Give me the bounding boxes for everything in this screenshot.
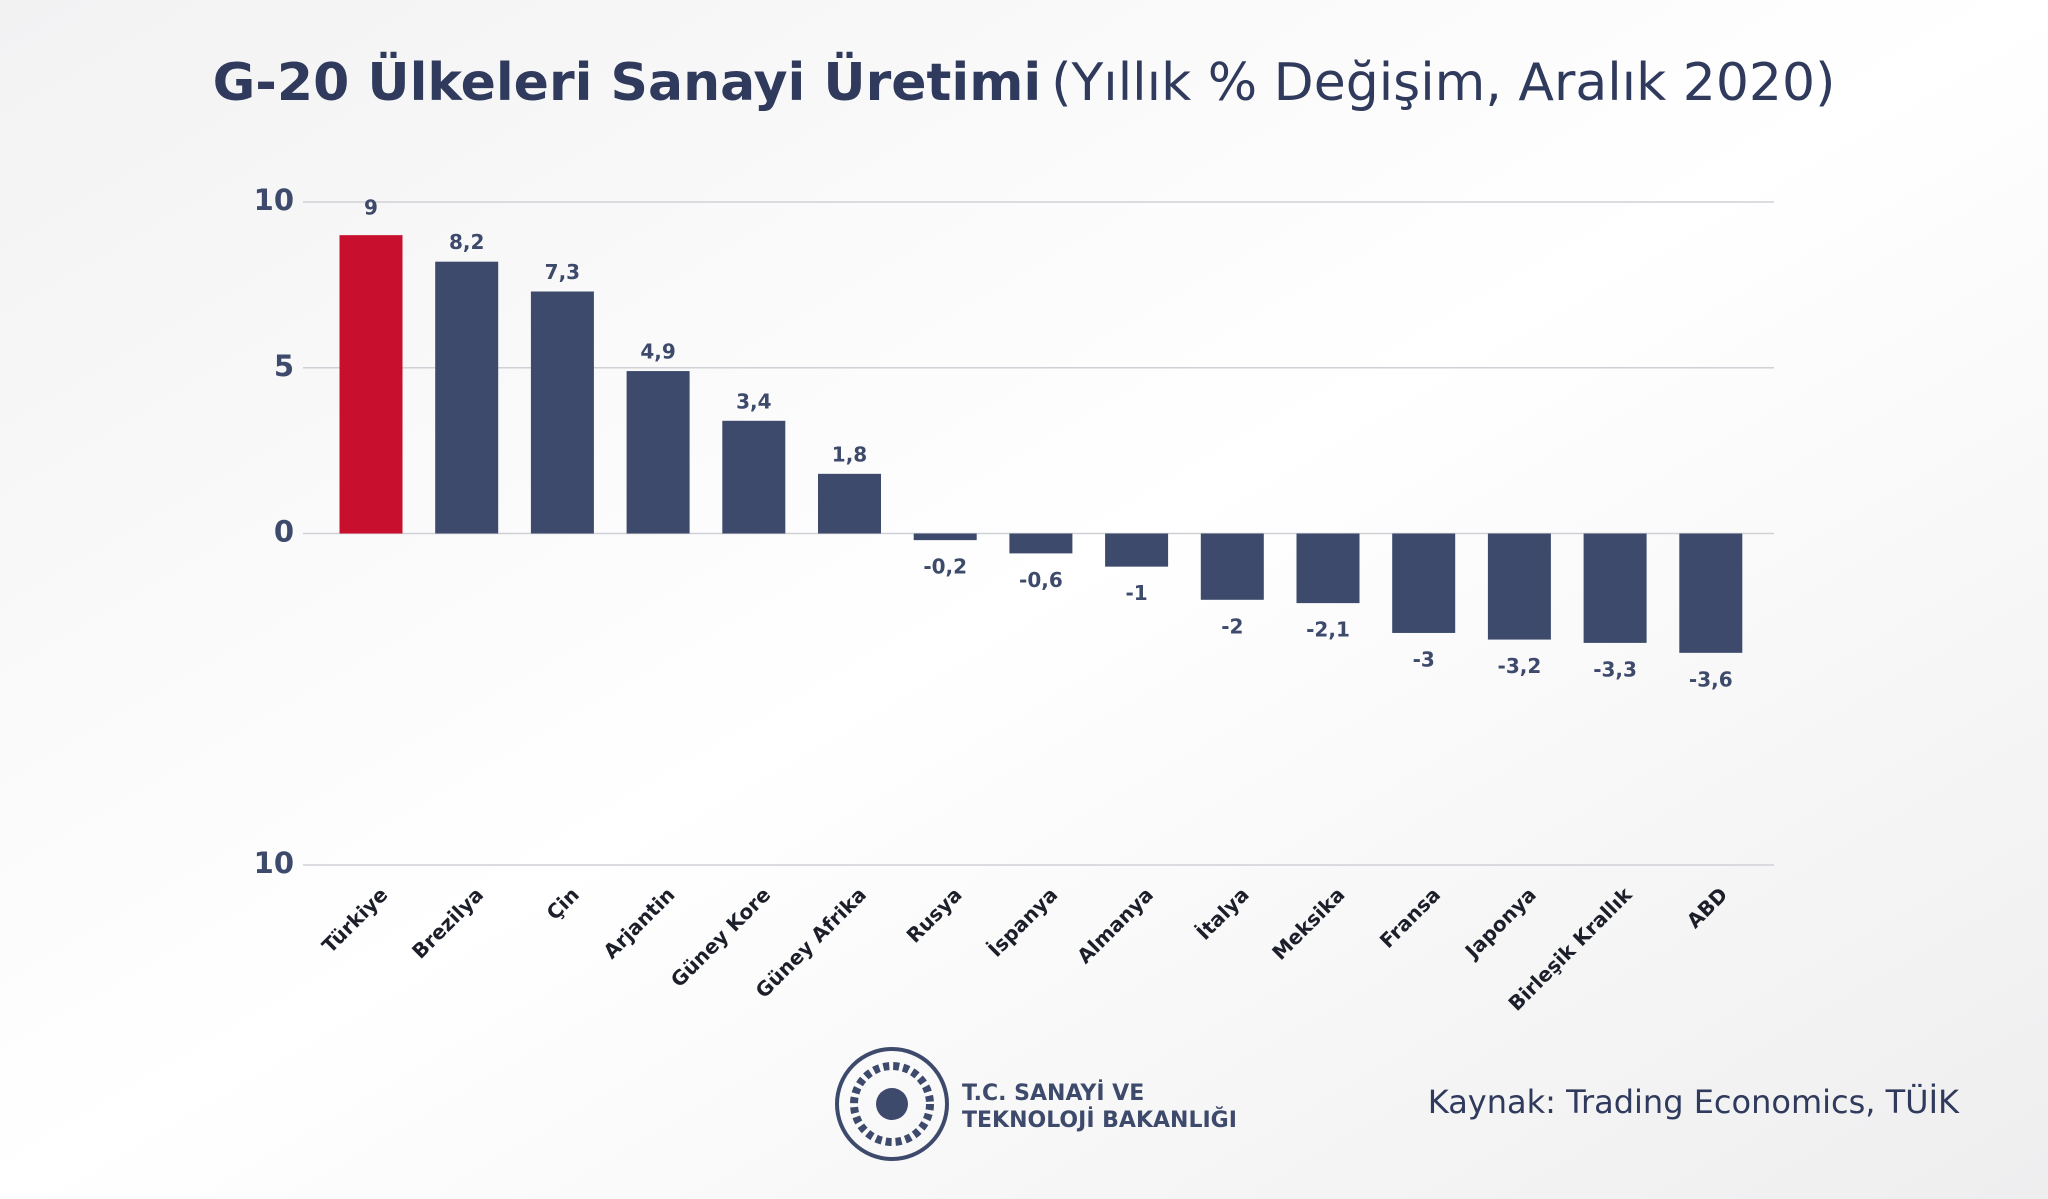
bar: [1009, 533, 1073, 554]
bar: [435, 261, 499, 534]
value-label: -1: [1125, 581, 1147, 605]
bar: [818, 473, 881, 534]
bar: [1583, 533, 1647, 643]
value-label: -0,6: [1019, 568, 1063, 592]
logo-ring: [835, 1047, 949, 1161]
subtitle: (Yıllık % Değişim, Aralık 2020): [1051, 53, 1835, 113]
logo-gear: [850, 1062, 934, 1146]
value-label: -3,6: [1689, 667, 1733, 691]
value-label: -3,2: [1498, 654, 1542, 678]
value-label: -3: [1413, 647, 1435, 671]
bar: [626, 371, 690, 534]
value-label: 8,2: [449, 230, 484, 254]
source: Kaynak: Trading Economics, TÜİK: [1428, 1083, 1960, 1121]
y-tick-label: 0: [274, 515, 294, 549]
chart-title: G-20 Ülkeleri Sanayi Üretimi (Yıllık % De…: [213, 51, 1836, 113]
logo-text: TEKNOLOJİ BAKANLIĞI: [962, 1107, 1237, 1133]
logo-center: [876, 1088, 908, 1120]
value-label: -2: [1221, 614, 1243, 638]
value-label: 1,8: [832, 442, 867, 466]
value-label: 4,9: [640, 340, 675, 364]
bar: [1392, 533, 1456, 633]
value-label: -0,2: [923, 555, 967, 579]
title: G-20 Ülkeleri Sanayi Üretimi: [213, 51, 1042, 113]
bar: [530, 291, 594, 534]
bar: [913, 533, 977, 541]
bar: [339, 235, 403, 534]
bar: [722, 420, 786, 534]
y-tick-label: 10: [254, 183, 294, 217]
logo-text: T.C. SANAYİ VE: [962, 1080, 1144, 1106]
value-label: 9: [364, 196, 378, 220]
value-label: -2,1: [1306, 618, 1350, 642]
logo: [835, 1047, 949, 1161]
y-tick-label: 10: [254, 846, 294, 880]
bar: [1105, 533, 1169, 567]
y-tick-label: 5: [274, 349, 294, 383]
bar: [1679, 533, 1743, 653]
bar: [1487, 533, 1551, 640]
bar: [1200, 533, 1264, 600]
value-label: 7,3: [545, 260, 580, 284]
value-label: -3,3: [1593, 657, 1637, 681]
value-label: 3,4: [736, 389, 771, 413]
bar: [1296, 533, 1360, 604]
